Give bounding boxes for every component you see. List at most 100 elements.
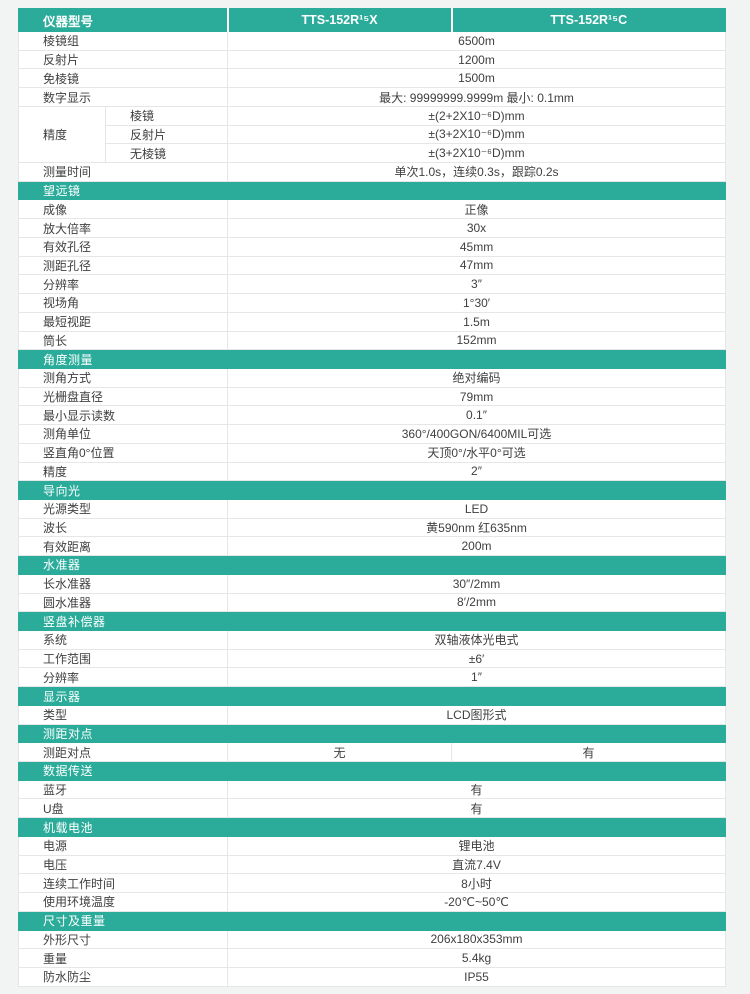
spec-row: 反射片 1200m: [17, 49, 727, 70]
spec-row: 电源 锂电池: [17, 835, 727, 856]
spec-value-cell: ±(2+2X10⁻⁶D)mm: [227, 105, 727, 126]
section-row: 数据传送: [17, 761, 727, 781]
spec-value-cell: 1°30′: [227, 293, 727, 313]
spec-label-cell: 长水准器: [17, 573, 229, 594]
spec-label-cell: 最短视距: [17, 311, 229, 332]
spec-row: 防水防尘 IP55: [17, 966, 727, 987]
spec-value-cell: 有: [227, 779, 727, 800]
spec-value-cell: 5.4kg: [227, 948, 727, 968]
model-column-x: TTS-152R¹⁵X: [226, 8, 453, 32]
spec-value-cell: 有: [227, 798, 727, 819]
spec-label-cell: 反射片: [17, 49, 229, 70]
spec-label-cell: 竖直角0°位置: [17, 442, 229, 463]
spec-label-cell: 重量: [17, 948, 229, 968]
spec-value-cell: 锂电池: [227, 835, 727, 856]
spec-value-cell-right: 有: [451, 742, 727, 763]
spec-row: 最短视距 1.5m: [17, 311, 727, 332]
spec-row: 波长 黄590nm 红635nm: [17, 517, 727, 538]
spec-label-cell: 使用环境温度: [17, 892, 229, 912]
spec-table-body: 仪器型号 TTS-152R¹⁵X TTS-152R¹⁵C 棱镜组 6500m 反射片 120…: [17, 8, 727, 987]
spec-label-cell: 免棱镜: [17, 68, 229, 89]
spec-row: 反射片 ±(3+2X10⁻⁶D)mm: [19, 124, 727, 145]
section-row: 角度测量: [17, 349, 727, 369]
spec-value-cell: ±(3+2X10⁻⁶D)mm: [227, 143, 727, 164]
spec-row-split: 测距对点无有: [17, 742, 727, 763]
spec-label-cell: 测量时间: [17, 162, 229, 182]
spec-value-cell: 1″: [227, 667, 727, 688]
spec-value-cell: 3″: [227, 274, 727, 295]
spec-row: 电压 直流7.4V: [17, 854, 727, 875]
spec-value-cell: 1200m: [227, 49, 727, 70]
spec-value-cell: 30x: [227, 218, 727, 238]
section-header-cell: 水准器: [17, 555, 727, 575]
spec-value-cell: 206x180x353mm: [227, 929, 727, 950]
spec-value-cell: 47mm: [227, 255, 727, 276]
spec-label-cell: 成像: [17, 199, 229, 220]
section-row: 机载电池: [17, 817, 727, 837]
spec-value-cell: IP55: [227, 966, 727, 987]
spec-label-cell: 连续工作时间: [17, 873, 229, 894]
spec-label-cell: 光源类型: [17, 498, 229, 519]
spec-value-cell: 2″: [227, 461, 727, 482]
spec-row: 连续工作时间 8小时: [17, 873, 727, 894]
spec-label-cell: 分辨率: [17, 667, 229, 688]
spec-label-cell: 系统: [17, 630, 229, 650]
spec-row: 重量 5.4kg: [17, 948, 727, 968]
spec-label-cell: 数字显示: [17, 87, 229, 107]
sub-label-cell: 棱镜: [104, 105, 229, 126]
spec-label-cell: 电源: [17, 835, 229, 856]
section-header-cell: 望远镜: [17, 180, 727, 201]
section-row: 望远镜: [17, 180, 727, 201]
spec-row: 竖直角0°位置 天顶0°/水平0°可选: [17, 442, 727, 463]
spec-label-cell: 测距对点: [17, 742, 229, 763]
spec-label-cell: 最小显示读数: [17, 405, 229, 426]
spec-label-cell: 防水防尘: [17, 966, 229, 987]
spec-value-cell: 200m: [227, 536, 727, 557]
spec-label-cell: 光栅盘直径: [17, 386, 229, 407]
spec-row: 筒长 152mm: [17, 330, 727, 351]
spec-label-cell: 圆水准器: [17, 592, 229, 613]
spec-row: 分辨率 1″: [17, 667, 727, 688]
spec-label-cell: 蓝牙: [17, 779, 229, 800]
sub-label-cell: 反射片: [104, 124, 229, 145]
spec-row: 无棱镜 ±(3+2X10⁻⁶D)mm: [19, 143, 727, 164]
spec-row: 有效孔径 45mm: [17, 236, 727, 257]
spec-row: 圆水准器 8′/2mm: [17, 592, 727, 613]
section-header-cell: 测距对点: [17, 723, 727, 744]
spec-row: 最小显示读数 0.1″: [17, 405, 727, 426]
spec-row: 测距孔径 47mm: [17, 255, 727, 276]
section-row: 测距对点: [17, 723, 727, 744]
spec-label-cell: 分辨率: [17, 274, 229, 295]
spec-value-cell: -20℃~50℃: [227, 892, 727, 912]
spec-label-cell: 测角单位: [17, 424, 229, 444]
spec-value-cell: 最大: 99999999.9999m 最小: 0.1mm: [227, 87, 727, 107]
section-row: 导向光: [17, 480, 727, 500]
spec-row: 视场角 1°30′: [17, 293, 727, 313]
group-label-cell: 精度: [18, 105, 106, 164]
spec-row: 免棱镜 1500m: [17, 68, 727, 89]
spec-row: 使用环境温度 -20℃~50℃: [17, 892, 727, 912]
spec-value-cell: LCD图形式: [227, 704, 727, 725]
section-header-cell: 机载电池: [17, 817, 727, 837]
section-row: 显示器: [17, 686, 727, 706]
spec-row: 光栅盘直径 79mm: [17, 386, 727, 407]
spec-value-cell: 79mm: [227, 386, 727, 407]
spec-value-cell: 8小时: [227, 873, 727, 894]
section-header-cell: 角度测量: [17, 349, 727, 369]
spec-header-row: 仪器型号 TTS-152R¹⁵X TTS-152R¹⁵C: [17, 8, 727, 32]
spec-value-cell: 360°/400GON/6400MIL可选: [227, 424, 727, 444]
spec-value-cell: 双轴液体光电式: [227, 630, 727, 650]
spec-value-cell: ±(3+2X10⁻⁶D)mm: [227, 124, 727, 145]
spec-value-cell: 30″/2mm: [227, 573, 727, 594]
spec-label-cell: 棱镜组: [17, 31, 229, 51]
spec-value-cell: 1.5m: [227, 311, 727, 332]
spec-row: 类型 LCD图形式: [17, 704, 727, 725]
spec-label-cell: 精度: [17, 461, 229, 482]
spec-label-cell: 电压: [17, 854, 229, 875]
sub-label-cell: 无棱镜: [104, 143, 229, 164]
spec-value-cell: ±6′: [227, 648, 727, 669]
spec-value-cell: 直流7.4V: [227, 854, 727, 875]
spec-row: 数字显示 最大: 99999999.9999m 最小: 0.1mm: [17, 87, 727, 107]
spec-row: 棱镜组 6500m: [17, 31, 727, 51]
spec-row: 精度 棱镜 ±(2+2X10⁻⁶D)mm: [18, 105, 727, 164]
